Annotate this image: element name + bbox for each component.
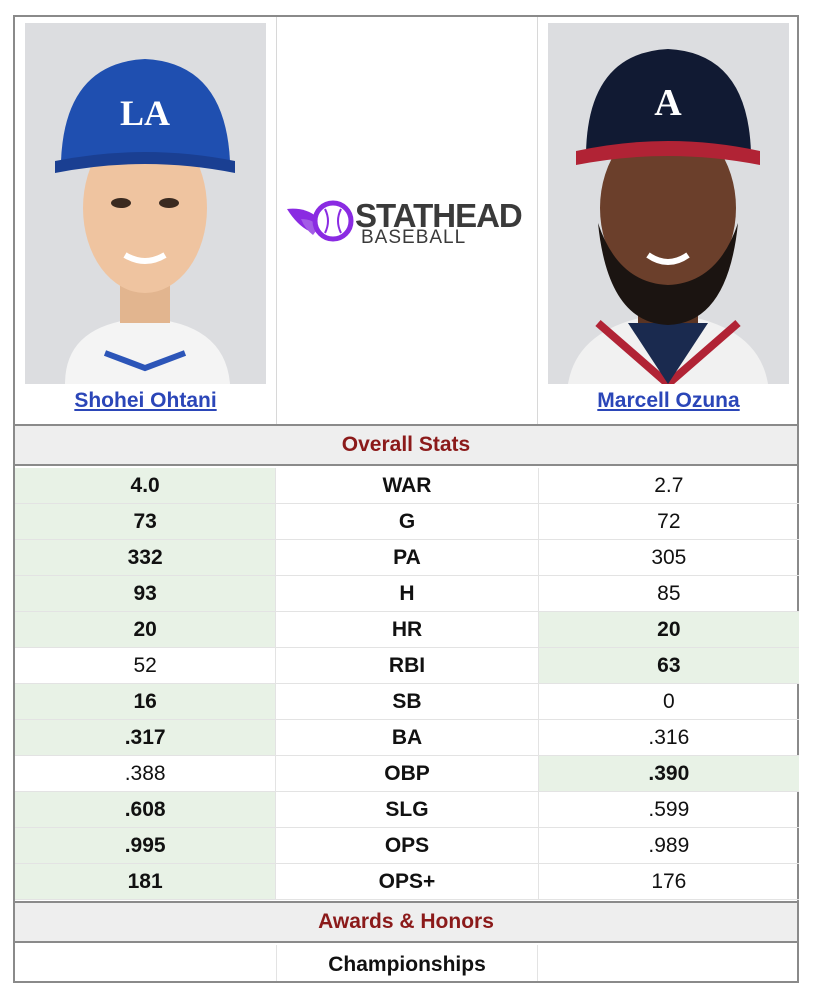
logo-title: STATHEAD	[355, 197, 523, 234]
awards-row: Championships	[15, 945, 799, 981]
stat-left-value: 73	[15, 503, 276, 540]
stat-row: 93 H 85	[15, 575, 799, 612]
stat-label: OBP	[275, 755, 539, 792]
stathead-logo[interactable]: STATHEAD BASEBALL	[287, 197, 527, 248]
stat-left-value: 332	[15, 539, 276, 576]
svg-text:LA: LA	[120, 93, 170, 133]
stat-row: 181 OPS+ 176	[15, 863, 799, 900]
svg-text:A: A	[654, 82, 682, 124]
player-right-photo: A	[548, 23, 789, 384]
stat-right-value: 85	[537, 575, 799, 612]
stat-right-value: .390	[537, 755, 799, 792]
stat-label: SLG	[275, 791, 539, 828]
stat-left-value: 181	[15, 863, 276, 900]
stat-label: WAR	[275, 468, 539, 504]
stat-right-value: 176	[537, 863, 799, 900]
stat-right-value: 63	[537, 647, 799, 684]
stat-left-value: 16	[15, 683, 276, 720]
stat-right-value: 2.7	[537, 468, 799, 504]
comparison-card: LA Shohei Ohtani STATHEAD BASEBALL	[13, 15, 799, 983]
player-header: LA Shohei Ohtani STATHEAD BASEBALL	[15, 17, 797, 424]
stat-label: OPS	[275, 827, 539, 864]
stat-right-value: .989	[537, 827, 799, 864]
stat-label: SB	[275, 683, 539, 720]
stat-right-value: 0	[537, 683, 799, 720]
stat-right-value: 20	[537, 611, 799, 648]
player-right-column: A Marcell Ozuna	[538, 17, 799, 424]
stat-left-value: 52	[15, 647, 276, 684]
stats-table: 4.0 WAR 2.7 73 G 72 332 PA 305 93 H 85 20 HR 20 52 RBI 63…	[15, 468, 799, 900]
stat-row: .317 BA .316	[15, 719, 799, 756]
stat-label: G	[275, 503, 539, 540]
stat-row: 332 PA 305	[15, 539, 799, 576]
championships-label: Championships	[276, 945, 538, 981]
awards-right-cell	[538, 945, 799, 981]
stat-row: .995 OPS .989	[15, 827, 799, 864]
section-overall-stats: Overall Stats	[15, 424, 797, 466]
stat-left-value: .388	[15, 755, 276, 792]
baseball-wing-icon	[287, 200, 354, 242]
player-left-column: LA Shohei Ohtani	[15, 17, 276, 424]
stat-row: .388 OBP .390	[15, 755, 799, 792]
stat-left-value: 4.0	[15, 468, 276, 504]
stat-label: RBI	[275, 647, 539, 684]
stat-label: BA	[275, 719, 539, 756]
stat-right-value: .599	[537, 791, 799, 828]
stat-row: 20 HR 20	[15, 611, 799, 648]
stat-label: HR	[275, 611, 539, 648]
stat-label: OPS+	[275, 863, 539, 900]
stat-row: .608 SLG .599	[15, 791, 799, 828]
stat-row: 4.0 WAR 2.7	[15, 468, 799, 504]
stat-left-value: .608	[15, 791, 276, 828]
stat-left-value: .317	[15, 719, 276, 756]
stat-right-value: 305	[537, 539, 799, 576]
stat-row: 73 G 72	[15, 503, 799, 540]
stat-label: H	[275, 575, 539, 612]
logo-subtitle: BASEBALL	[361, 227, 467, 248]
player-left-photo: LA	[25, 23, 266, 384]
stat-label: PA	[275, 539, 539, 576]
player-right-name-link[interactable]: Marcell Ozuna	[597, 389, 740, 412]
player-left-name-link[interactable]: Shohei Ohtani	[74, 389, 217, 412]
stat-right-value: 72	[537, 503, 799, 540]
stat-left-value: 93	[15, 575, 276, 612]
stat-left-value: .995	[15, 827, 276, 864]
awards-left-cell	[15, 945, 276, 981]
stat-row: 16 SB 0	[15, 683, 799, 720]
section-awards: Awards & Honors	[15, 901, 797, 943]
logo-column: STATHEAD BASEBALL	[276, 17, 538, 424]
stat-right-value: .316	[537, 719, 799, 756]
stat-row: 52 RBI 63	[15, 647, 799, 684]
stat-left-value: 20	[15, 611, 276, 648]
